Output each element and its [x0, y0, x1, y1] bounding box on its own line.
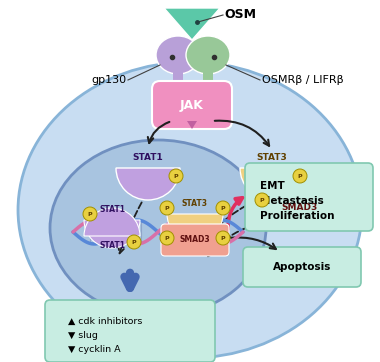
Circle shape	[216, 201, 230, 215]
Text: P: P	[221, 206, 225, 210]
Wedge shape	[240, 168, 304, 200]
Ellipse shape	[50, 140, 266, 316]
FancyBboxPatch shape	[152, 81, 232, 129]
Circle shape	[83, 207, 97, 221]
FancyBboxPatch shape	[257, 189, 339, 227]
Text: Proliferation: Proliferation	[260, 211, 334, 221]
Bar	[203, 69, 213, 97]
Text: P: P	[88, 211, 92, 216]
Text: EMT: EMT	[260, 181, 285, 191]
FancyBboxPatch shape	[245, 163, 373, 231]
Text: SMAD3: SMAD3	[282, 203, 318, 212]
Text: P: P	[260, 198, 264, 202]
Text: SMAD3: SMAD3	[180, 236, 210, 244]
Circle shape	[127, 235, 141, 249]
Text: JAK: JAK	[180, 98, 204, 111]
Wedge shape	[84, 208, 140, 236]
Text: STAT3: STAT3	[182, 199, 208, 209]
Circle shape	[169, 169, 183, 183]
Wedge shape	[84, 220, 140, 248]
Text: OSM: OSM	[224, 8, 256, 21]
Ellipse shape	[186, 36, 230, 74]
FancyBboxPatch shape	[243, 247, 361, 287]
Circle shape	[160, 201, 174, 215]
Text: STAT1: STAT1	[99, 206, 125, 215]
Text: STAT3: STAT3	[256, 153, 287, 163]
Text: P: P	[132, 240, 136, 244]
Text: gp130: gp130	[91, 75, 126, 85]
Text: OSMRβ / LIFRβ: OSMRβ / LIFRβ	[262, 75, 344, 85]
FancyBboxPatch shape	[161, 224, 229, 256]
Ellipse shape	[156, 36, 200, 74]
Text: P: P	[298, 173, 302, 178]
Circle shape	[293, 169, 307, 183]
Text: P: P	[165, 236, 169, 240]
Wedge shape	[116, 168, 180, 200]
Text: STAT1: STAT1	[99, 241, 125, 251]
Text: ▼ slug: ▼ slug	[68, 332, 98, 341]
Text: Apoptosis: Apoptosis	[273, 262, 331, 272]
FancyBboxPatch shape	[45, 300, 215, 362]
Text: Metastasis: Metastasis	[260, 196, 324, 206]
Bar	[173, 69, 183, 97]
Polygon shape	[187, 121, 197, 129]
Polygon shape	[164, 8, 220, 40]
Ellipse shape	[18, 62, 362, 358]
Circle shape	[160, 231, 174, 245]
Text: P: P	[165, 206, 169, 210]
Text: ▲ cdk inhibitors: ▲ cdk inhibitors	[68, 316, 142, 325]
Circle shape	[216, 231, 230, 245]
Text: P: P	[221, 236, 225, 240]
Circle shape	[255, 193, 269, 207]
Text: ▼ cycklin A: ▼ cycklin A	[68, 345, 120, 354]
Text: STAT1: STAT1	[133, 153, 163, 163]
Wedge shape	[167, 214, 223, 242]
Text: P: P	[174, 173, 178, 178]
